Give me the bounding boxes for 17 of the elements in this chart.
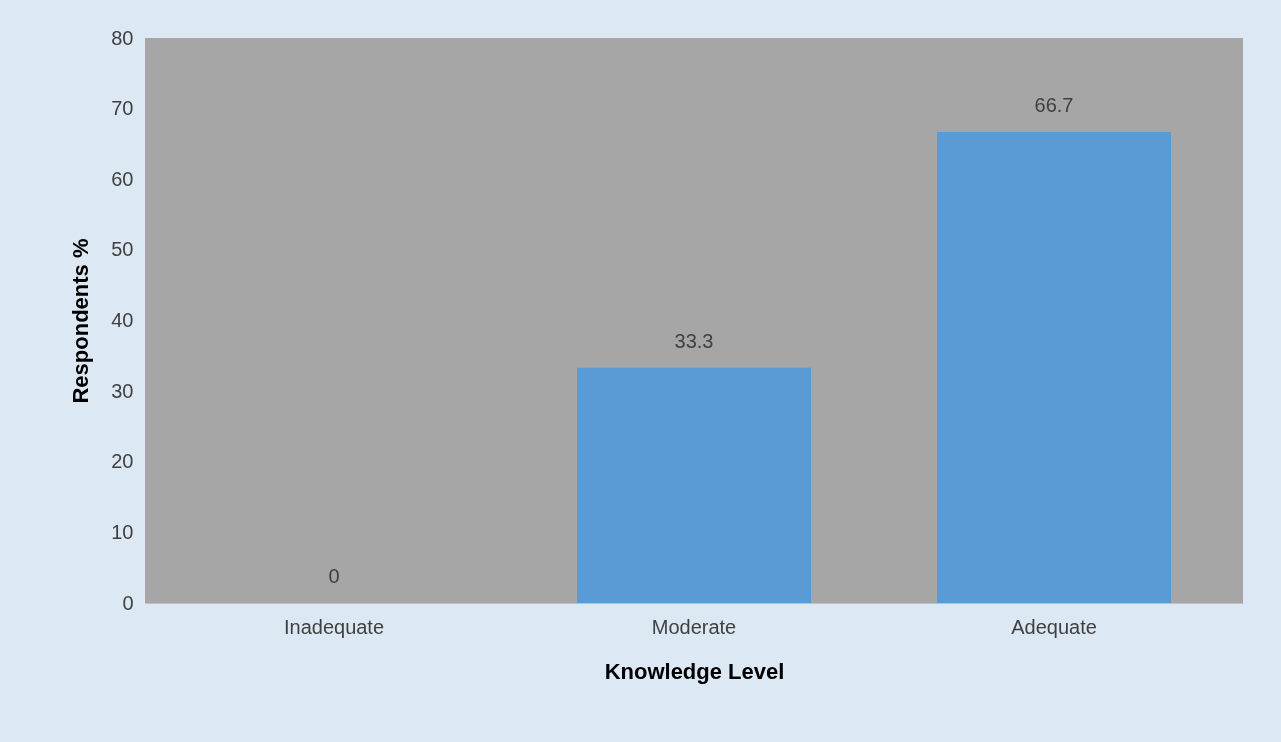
x-tick-label: Inadequate bbox=[283, 615, 385, 638]
y-tick-label: 40 bbox=[111, 309, 134, 331]
data-label: 66.7 bbox=[1034, 93, 1074, 116]
y-tick-label: 30 bbox=[111, 379, 134, 402]
y-tick-label: 80 bbox=[111, 26, 134, 49]
data-label: 0 bbox=[328, 565, 340, 587]
y-tick-label: 20 bbox=[111, 450, 134, 473]
x-tick-label: Adequate bbox=[1011, 615, 1097, 638]
y-tick-label: 50 bbox=[111, 238, 134, 261]
x-axis-title: Knowledge Level bbox=[604, 658, 785, 684]
y-axis-title: Respondents % bbox=[68, 238, 94, 404]
data-label: 33.3 bbox=[674, 329, 714, 352]
y-tick-label: 70 bbox=[111, 97, 134, 120]
y-tick-label: 60 bbox=[111, 167, 134, 190]
y-tick-label: 0 bbox=[122, 591, 134, 614]
y-tick-label: 10 bbox=[111, 520, 134, 543]
x-tick-label: Moderate bbox=[651, 615, 737, 638]
